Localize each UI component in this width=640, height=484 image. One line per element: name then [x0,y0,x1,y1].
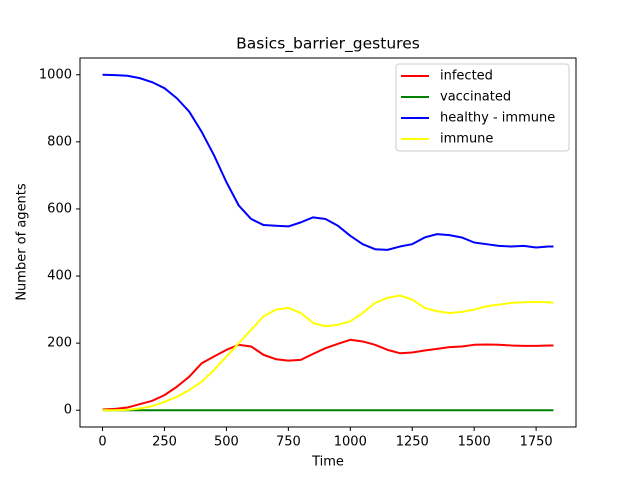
legend: infected vaccinated healthy - immune immune [395,63,570,152]
legend-label: healthy - immune [440,111,555,126]
series-line [102,73,554,251]
x-tick-label: 0 [98,435,106,450]
y-tick-label: 600 [47,201,72,216]
x-tick-label: 1000 [334,435,367,450]
legend-label: vaccinated [440,90,511,105]
chart-title: Basics_barrier_gestures [236,35,420,54]
y-tick-label: 400 [47,269,72,284]
y-tick-label: 800 [47,134,72,149]
x-tick-label: 500 [214,435,239,450]
y-tick-label: 1000 [39,67,72,82]
axes-frame [79,57,577,428]
x-tick-label: 750 [276,435,301,450]
legend-label: immune [440,132,493,147]
series-line [102,338,554,411]
x-tick-label: 1250 [396,435,429,450]
x-tick-label: 1500 [458,435,491,450]
series-line [102,294,554,412]
plot-area [102,73,554,412]
legend-box [395,63,570,152]
y-tick-label: 0 [64,403,72,418]
legend-label: infected [440,69,493,84]
x-tick-label: 250 [152,435,177,450]
y-axis-label: Number of agents [15,183,30,301]
x-axis-label: Time [311,455,344,470]
y-tick-label: 200 [47,336,72,351]
x-tick-label: 1750 [520,435,553,450]
